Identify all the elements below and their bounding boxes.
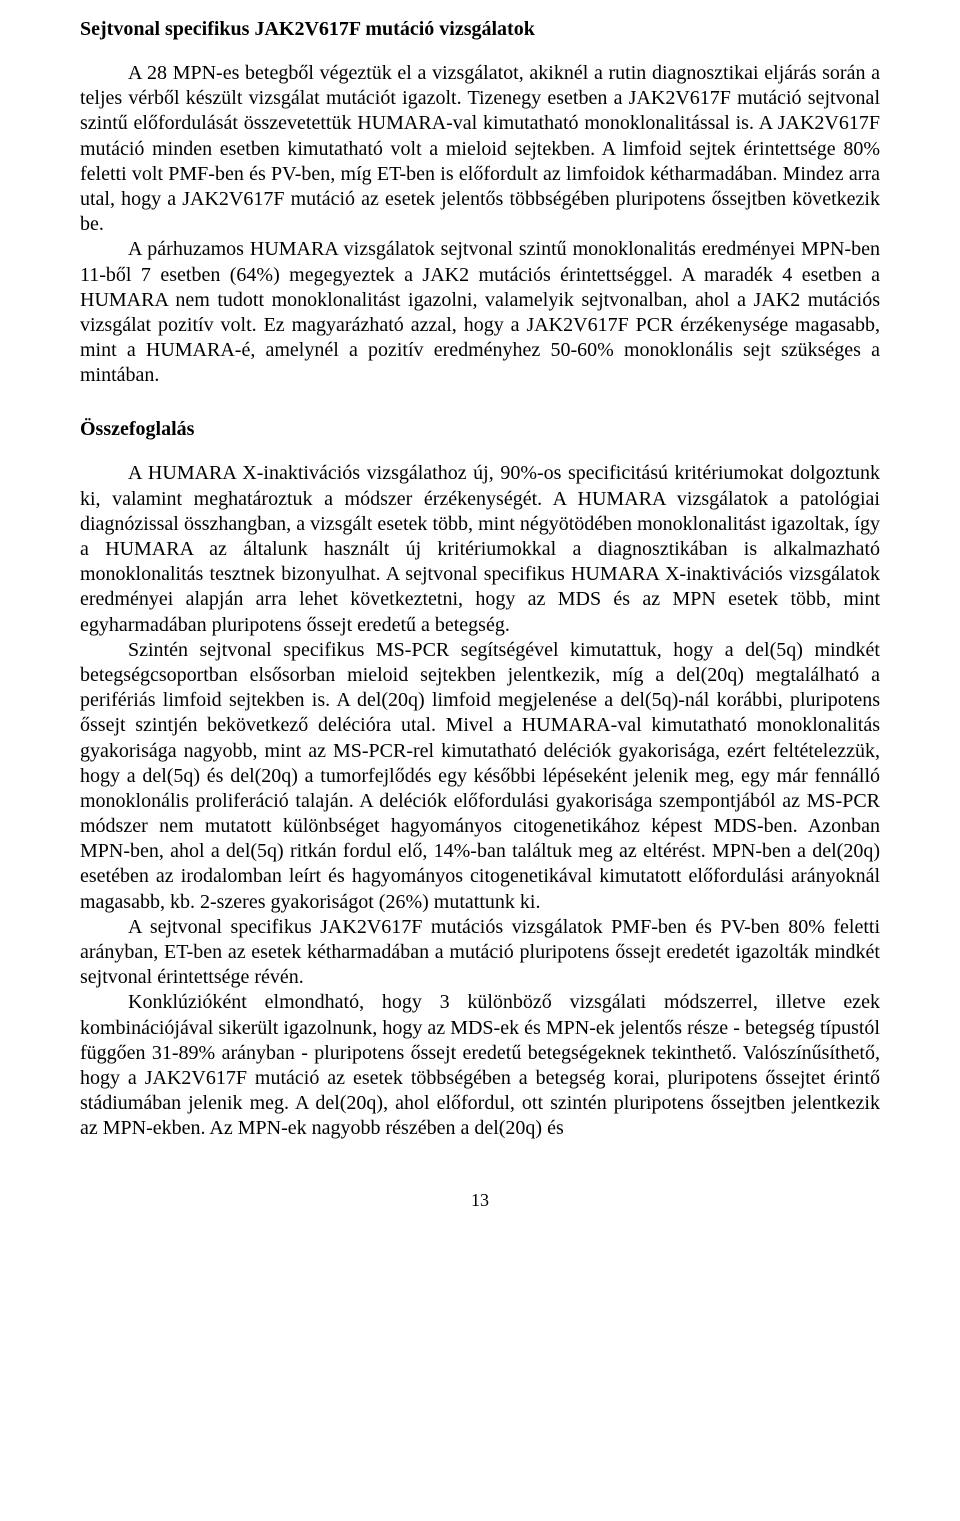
body-paragraph: A HUMARA X-inaktivációs vizsgálathoz új,…	[80, 461, 880, 637]
body-paragraph: A párhuzamos HUMARA vizsgálatok sejtvona…	[80, 237, 880, 388]
section-heading-1: Sejtvonal specifikus JAK2V617F mutáció v…	[80, 18, 880, 41]
body-paragraph: A sejtvonal specifikus JAK2V617F mutáció…	[80, 915, 880, 991]
body-paragraph: Szintén sejtvonal specifikus MS-PCR segí…	[80, 638, 880, 915]
body-paragraph: Konklúzióként elmondható, hogy 3 különbö…	[80, 990, 880, 1141]
document-page: Sejtvonal specifikus JAK2V617F mutáció v…	[0, 0, 960, 1521]
page-number: 13	[80, 1190, 880, 1211]
body-paragraph: A 28 MPN-es betegből végeztük el a vizsg…	[80, 61, 880, 237]
section-heading-2: Összefoglalás	[80, 418, 880, 441]
